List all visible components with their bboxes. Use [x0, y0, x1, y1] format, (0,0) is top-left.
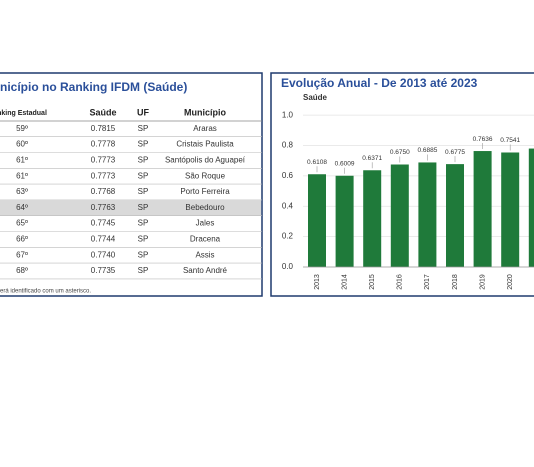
table-cell: SP: [138, 203, 149, 212]
row-highlight: [0, 199, 261, 216]
chart-panel: [270, 72, 534, 297]
bar: [390, 164, 409, 267]
table-cell: 67º: [16, 250, 28, 259]
x-tick-label: 2016: [397, 274, 404, 290]
value-label: 0.7541: [500, 137, 520, 144]
table-cell: Cristais Paulista: [176, 140, 234, 149]
bar: [363, 170, 382, 267]
value-label: 0.6108: [307, 159, 327, 166]
table-cell: Dracena: [190, 235, 221, 244]
x-tick-label: 2019: [479, 274, 486, 290]
value-label: 0.7636: [473, 136, 493, 143]
table-cell: Santópolis do Aguapeí: [165, 156, 246, 165]
table-cell: SP: [138, 266, 149, 275]
column-header: Saúde: [89, 107, 116, 117]
table-cell: SP: [138, 187, 149, 196]
y-tick-label: 0.2: [282, 232, 294, 241]
table-cell: SP: [138, 235, 149, 244]
x-tick-label: 2017: [424, 274, 431, 290]
chart-title: Evolução Anual - De 2013 até 2023: [281, 76, 478, 90]
table-cell: 59º: [16, 124, 28, 133]
table-cell: 0.7745: [91, 219, 116, 228]
table-cell: 0.7773: [91, 171, 116, 180]
table-cell: 0.7773: [91, 156, 116, 165]
table-cell: 0.7744: [91, 235, 116, 244]
bar: [528, 148, 534, 267]
table-cell: SP: [138, 140, 149, 149]
bar: [308, 174, 326, 267]
value-label: 0.6371: [362, 155, 382, 162]
table-cell: Bebedouro: [185, 203, 225, 212]
y-tick-label: 1.0: [282, 110, 294, 119]
table-title: nicípio no Ranking IFDM (Saúde): [0, 80, 187, 94]
table-cell: São Roque: [185, 171, 226, 180]
table-cell: 0.7763: [91, 203, 116, 212]
table-cell: 65º: [16, 219, 28, 228]
table-cell: 0.7815: [91, 124, 116, 133]
value-label: 0.6009: [335, 160, 355, 167]
x-tick-label: 2015: [369, 274, 376, 290]
table-cell: SP: [138, 124, 149, 133]
y-tick-label: 0.0: [282, 262, 294, 271]
value-label: 0.6775: [445, 149, 465, 156]
bar: [473, 151, 492, 267]
table-cell: 61º: [16, 156, 28, 165]
table-cell: Porto Ferreira: [180, 187, 230, 196]
table-cell: Araras: [193, 124, 217, 133]
x-tick-label: 2018: [452, 274, 459, 290]
column-header: UF: [137, 107, 149, 117]
y-axis-title: Saúde: [303, 93, 328, 102]
x-tick-label: 2014: [341, 274, 348, 290]
table-cell: Assis: [195, 250, 214, 259]
table-cell: Jales: [196, 219, 215, 228]
table-cell: 66º: [16, 235, 28, 244]
value-label: 0.6750: [390, 149, 410, 156]
table-cell: SP: [138, 156, 149, 165]
table-cell: 0.7740: [91, 250, 116, 259]
bar: [418, 162, 437, 267]
table-cell: 0.7768: [91, 187, 116, 196]
table-cell: 63º: [16, 187, 28, 196]
table-cell: 61º: [16, 171, 28, 180]
table-cell: SP: [138, 250, 149, 259]
value-label: 0.6885: [417, 147, 437, 154]
table-cell: 0.7735: [91, 266, 116, 275]
table-cell: 64º: [16, 203, 28, 212]
table-cell: 68º: [16, 266, 28, 275]
table-panel: [0, 72, 263, 297]
bar: [446, 164, 464, 267]
x-tick-label: 2013: [314, 274, 321, 290]
footnote: erá identificado com um asterisco.: [0, 289, 91, 295]
y-tick-label: 0.8: [282, 141, 294, 150]
bar: [501, 152, 520, 267]
table-cell: 60º: [16, 140, 28, 149]
table-cell: SP: [138, 219, 149, 228]
x-tick-label: 2020: [507, 274, 514, 290]
column-header: Município: [184, 107, 226, 117]
table-cell: Santo André: [183, 266, 228, 275]
bar: [335, 175, 354, 267]
y-tick-label: 0.4: [282, 201, 294, 210]
y-tick-label: 0.6: [282, 171, 294, 180]
table-cell: SP: [138, 171, 149, 180]
column-header: nking Estadual: [0, 110, 47, 117]
table-cell: 0.7778: [91, 140, 116, 149]
